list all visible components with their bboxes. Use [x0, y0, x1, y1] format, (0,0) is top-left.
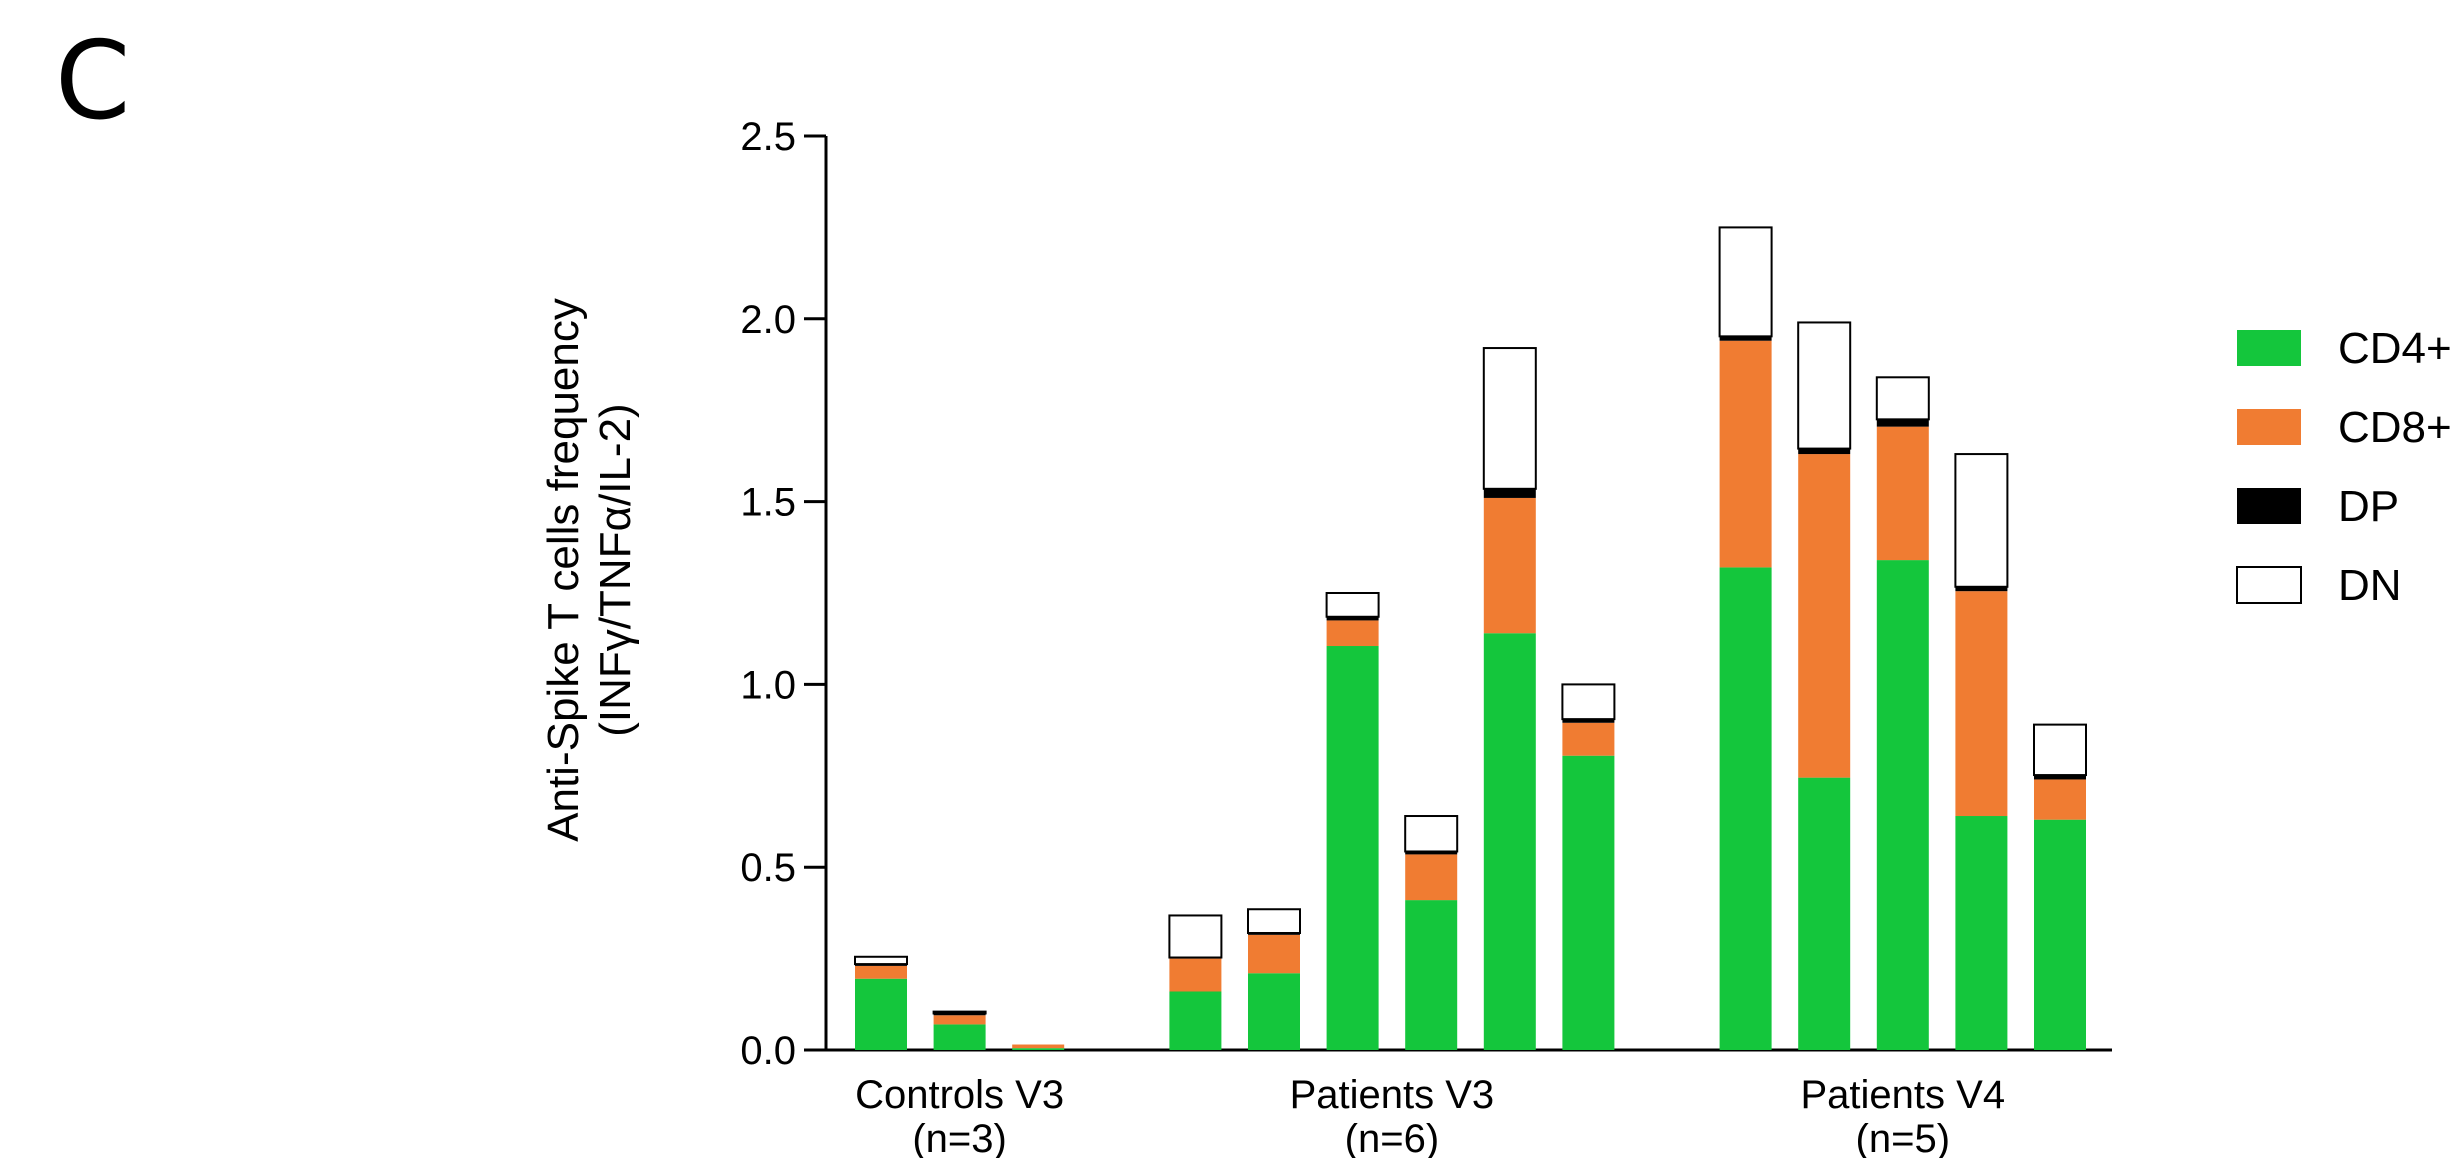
bars — [854, 226, 2087, 1050]
y-axis: 0.0 0.5 1.0 1.5 2.0 2.5 — [740, 115, 828, 1073]
bar-segment-dp — [2034, 775, 2086, 780]
stacked-bar — [1482, 347, 1537, 1050]
bar-segment-dn — [1247, 908, 1301, 935]
legend-label: CD4+ — [2338, 324, 2452, 373]
bar-segment-cd4-pos — [1719, 567, 1772, 1050]
legend: CD4+ CD8+ DP DN — [2236, 324, 2452, 610]
bar-segment-dp — [1405, 851, 1458, 855]
x-group-label: (n=5) — [1856, 1117, 1951, 1158]
stacked-bar — [1718, 226, 1773, 1050]
bar-segment-cd8-pos — [1719, 340, 1772, 568]
bar-segment-dp — [1326, 616, 1379, 621]
y-tick-label: 2.0 — [740, 298, 796, 342]
bar-segment-cd4-pos — [1012, 1048, 1065, 1050]
bar-segment-dn — [1797, 321, 1852, 450]
bar-segment-cd4-pos — [1562, 755, 1615, 1050]
bar-segment-cd8-pos — [1012, 1044, 1065, 1049]
legend-label: CD8+ — [2338, 403, 2452, 452]
bar-segment-dn — [1482, 347, 1537, 490]
bar-segment-cd8-pos — [1955, 591, 2008, 817]
stacked-bar — [2033, 723, 2087, 1050]
bar-segment-dp — [1798, 448, 1851, 455]
panel-letter: C — [55, 19, 131, 144]
bar-segment-cd8-pos — [855, 965, 907, 979]
legend-swatch — [2237, 409, 2301, 445]
stacked-bar — [1954, 453, 2009, 1050]
y-tick-label: 1.0 — [740, 663, 796, 707]
bar-segment-cd4-pos — [1483, 633, 1536, 1050]
x-group-label: Patients V4 — [1801, 1073, 2006, 1117]
y-tick-label: 0.5 — [740, 846, 796, 890]
stacked-bar — [854, 955, 908, 1050]
bar-segment-dp — [1876, 419, 1929, 427]
bar-segment-cd4-pos — [2034, 819, 2086, 1050]
bar-segment-dn — [1404, 815, 1459, 853]
stacked-bar — [1404, 815, 1459, 1050]
bar-segment-cd4-pos — [933, 1024, 986, 1050]
x-group-label: (n=6) — [1345, 1117, 1440, 1158]
bar-segment-cd4-pos — [1798, 777, 1851, 1050]
bar-segment-dn — [1718, 226, 1773, 338]
bar-segment-dn — [1168, 914, 1223, 959]
stacked-bar — [1325, 592, 1380, 1050]
bar-segment-dp — [1719, 336, 1772, 341]
stacked-bar — [1168, 914, 1223, 1050]
bar-segment-cd4-pos — [1326, 646, 1379, 1050]
y-axis-label: Anti-Spike T cells frequency (INFγ/TNFα/I… — [539, 298, 640, 842]
legend-label: DN — [2338, 561, 2402, 610]
bar-segment-cd8-pos — [933, 1015, 986, 1025]
legend-swatch — [2236, 566, 2302, 604]
bar-segment-cd4-pos — [855, 978, 907, 1050]
y-tick-label: 0.0 — [740, 1029, 796, 1073]
stacked-bar — [1875, 376, 1930, 1050]
stacked-bar — [1797, 321, 1852, 1050]
stacked-bar — [932, 1010, 987, 1050]
bar-segment-cd4-pos — [1405, 900, 1458, 1050]
bar-segment-cd8-pos — [1562, 722, 1615, 756]
bar-segment-dn — [1325, 592, 1380, 618]
bar-segment-dp — [1483, 488, 1536, 498]
x-group-label: Controls V3 — [855, 1073, 1064, 1117]
stacked-bar — [1247, 908, 1301, 1050]
group-labels: Controls V3(n=3) Patients V3(n=6) Patients… — [855, 1073, 2005, 1158]
y-tick-label: 2.5 — [740, 115, 796, 159]
bar-segment-dn — [1954, 453, 2009, 588]
bar-segment-cd8-pos — [1248, 934, 1300, 974]
bar-segment-dn — [854, 955, 908, 966]
y-axis-label-line: (INFγ/TNFα/IL-2) — [591, 403, 640, 736]
bar-segment-dn — [1561, 683, 1616, 721]
bar-segment-dn — [2033, 723, 2087, 777]
bar-segment-cd8-pos — [2034, 779, 2086, 820]
bar-segment-cd8-pos — [1169, 958, 1222, 992]
legend-swatch — [2237, 488, 2301, 524]
stacked-bar — [1561, 683, 1616, 1050]
bar-segment-dn — [1875, 376, 1930, 421]
stacked-bar — [1012, 1044, 1065, 1050]
bar-segment-cd8-pos — [1876, 426, 1929, 561]
bar-segment-cd4-pos — [1169, 991, 1222, 1050]
bar-segment-cd4-pos — [1876, 560, 1929, 1050]
bar-segment-dn — [932, 1010, 987, 1015]
y-tick-label: 1.5 — [740, 481, 796, 525]
bar-segment-cd8-pos — [1483, 497, 1536, 634]
bar-segment-cd8-pos — [1405, 854, 1458, 901]
bar-segment-cd4-pos — [1248, 973, 1300, 1050]
bar-segment-dp — [1955, 586, 2008, 592]
x-group-label: Patients V3 — [1290, 1073, 1495, 1117]
legend-label: DP — [2338, 482, 2399, 531]
legend-swatch — [2237, 330, 2301, 366]
bar-segment-cd8-pos — [1798, 454, 1851, 778]
bar-segment-dp — [1562, 719, 1615, 723]
bar-segment-cd4-pos — [1955, 816, 2008, 1050]
y-axis-label-line: Anti-Spike T cells frequency — [539, 298, 588, 842]
x-group-label: (n=3) — [912, 1117, 1007, 1158]
bar-segment-cd8-pos — [1326, 620, 1379, 647]
